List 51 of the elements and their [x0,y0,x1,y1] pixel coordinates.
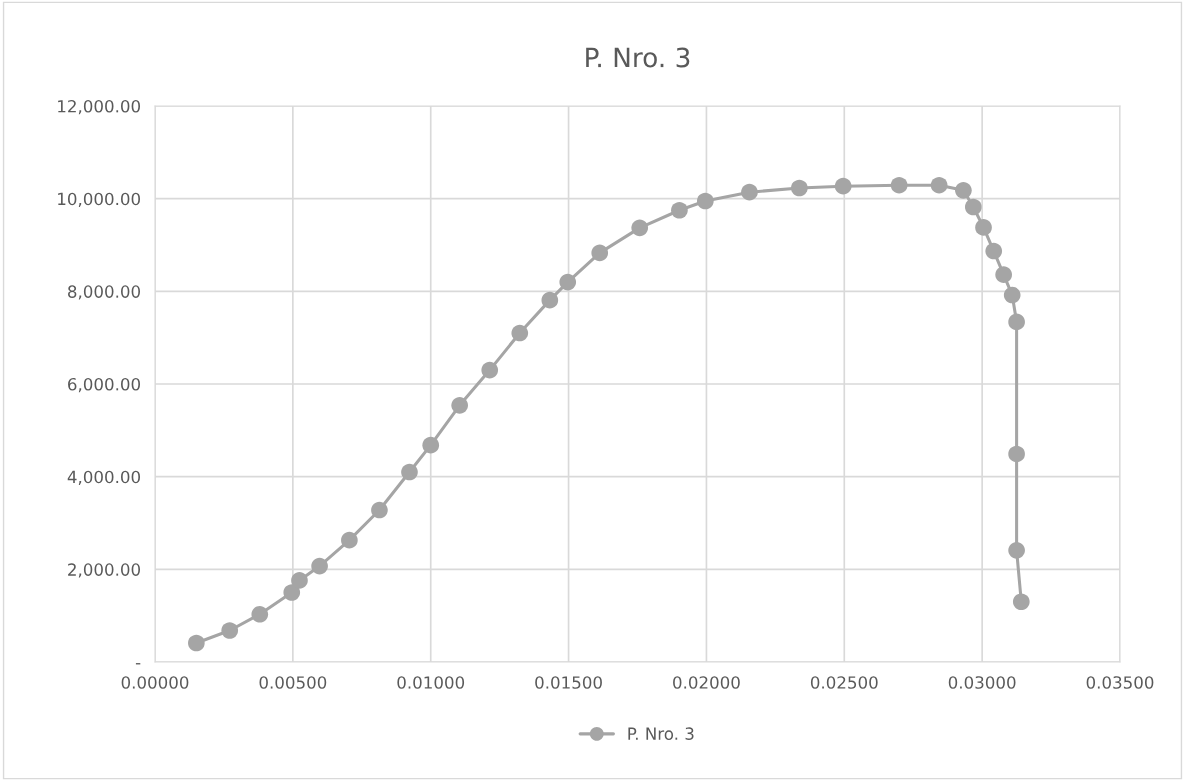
y-tick-label: 6,000.00 [68,377,140,393]
point [995,266,1012,283]
point [511,324,529,342]
point [696,192,714,210]
x-tick-label: 0.01000 [397,676,465,689]
point [251,605,269,623]
point [401,463,418,481]
point [955,181,972,199]
point [1008,313,1025,331]
point [671,201,688,219]
point [481,361,499,379]
x-tick-label: 0.02500 [810,676,878,689]
point [834,177,852,195]
point [631,219,649,237]
legend-label: P. Nro. 3 [628,727,694,740]
point [188,634,205,652]
point [741,183,758,201]
point [791,179,808,197]
y-tick-label: 4,000.00 [67,470,140,485]
x-tick-label: 0.00500 [259,676,327,689]
point [291,572,308,589]
point [311,557,328,575]
point [964,198,982,216]
y-tick-label: 8,000.00 [68,285,140,300]
y-tick-label: 2,000.00 [68,563,140,578]
point [422,436,440,454]
point [221,622,239,639]
point [371,501,388,519]
y-tick-label: 10,000.00 [58,192,140,207]
point [341,531,358,549]
x-tick-label: 0.02000 [673,676,740,689]
point [890,176,908,194]
x-tick-label: 0.03500 [1086,676,1154,689]
point [975,219,992,236]
point [541,291,559,309]
x-tick-label: 0.00000 [121,676,189,689]
point [1003,286,1021,304]
y-tick-label: 12,000.00 [58,99,140,115]
x-tick-label: 0.03000 [948,676,1016,689]
point [930,176,948,194]
y-tick-label: - [135,663,141,665]
point [283,584,301,601]
point [591,244,609,262]
point [985,242,1003,260]
point [451,396,468,414]
x-tick-label: 0.01500 [535,676,602,689]
point [1008,445,1025,463]
chart-title: P. Nro. 3 [586,47,690,68]
point [559,273,577,291]
point [1008,542,1025,559]
point [1012,593,1030,611]
